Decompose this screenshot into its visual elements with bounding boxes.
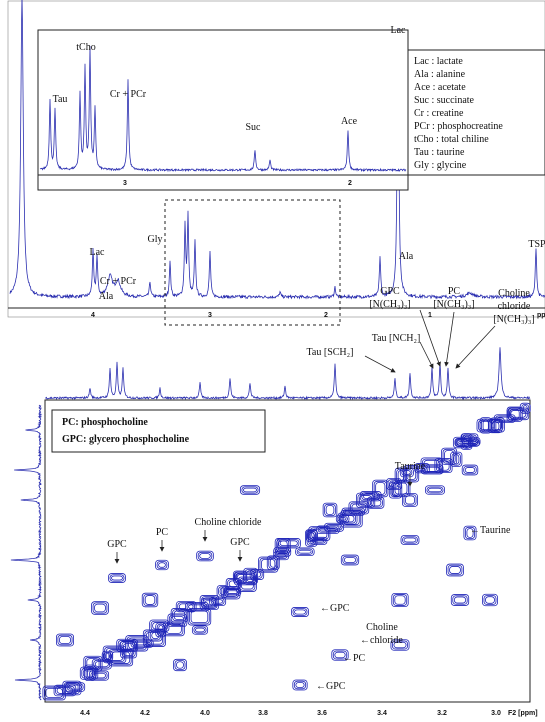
- peak-label: Tau [NCH₂]: [372, 333, 421, 344]
- tick-label: 3.8: [258, 710, 268, 717]
- arrow: [420, 342, 433, 368]
- peak-label: Cr + PCr: [110, 89, 147, 100]
- tick-label: 3: [123, 180, 127, 187]
- tick-label: 3.6: [317, 710, 327, 717]
- peak-label: GPC: [380, 286, 400, 297]
- arrow: [446, 312, 454, 366]
- tick-label: 4.0: [200, 710, 210, 717]
- legend-entry: PC: phosphocholine: [62, 417, 148, 428]
- peak-label: Taurine: [395, 461, 426, 472]
- arrow: [365, 356, 395, 372]
- tick-label: 3.0: [491, 710, 501, 717]
- peak-label: ←chloride: [360, 635, 403, 646]
- peak-label: ←GPC: [320, 603, 350, 614]
- peak-label: Cr + PCr: [100, 276, 137, 287]
- legend-entry: Lac : lactate: [414, 56, 463, 67]
- peak-label: Tau [SCH₂]: [307, 347, 354, 358]
- tick-label: ppm: [537, 312, 545, 319]
- peak-label: [N(CH₃)₃]: [493, 314, 534, 325]
- peak-label: ←GPC: [316, 681, 346, 692]
- tick-label: 2: [348, 180, 352, 187]
- peak-label: [N(CH₃)₃]: [369, 299, 410, 310]
- tick-label: 3.2: [437, 710, 447, 717]
- legend-entry: Cr : creatine: [414, 108, 464, 119]
- tick-label: 4: [91, 312, 95, 319]
- peak-label: Lac: [391, 25, 407, 36]
- legend-entry: Ala : alanine: [414, 69, 466, 80]
- legend-entry: Gly : glycine: [414, 160, 467, 171]
- legend-entry: Tau : taurine: [414, 147, 465, 158]
- tick-label: 4.2: [140, 710, 150, 717]
- peak-label: PC: [156, 527, 169, 538]
- figure: Lac : lactate Ala : alanine Ace : acetate S…: [0, 0, 545, 722]
- tick-label: 1: [428, 312, 432, 319]
- tick-label: 3: [208, 312, 212, 319]
- peak-label: [N(CH₃)₃]: [433, 299, 474, 310]
- peak-label: GPC: [230, 537, 250, 548]
- peak-label: PC: [448, 286, 461, 297]
- legend-entry: GPC: glycero phosphocholine: [62, 434, 190, 445]
- f2-projection: [45, 347, 530, 399]
- peak-label: chloride: [498, 301, 531, 312]
- peak-label: Suc: [246, 122, 262, 133]
- peak-label: Ala: [99, 291, 114, 302]
- tick-label: 3.4: [377, 710, 387, 717]
- peak-label: ←PC: [343, 653, 366, 664]
- peak-label: Ace: [341, 116, 358, 127]
- tick-label: 4.4: [80, 710, 90, 717]
- peak-label: Gly: [148, 234, 163, 245]
- peak-label: ←Taurine: [470, 525, 511, 536]
- peak-label: Tau: [53, 94, 68, 105]
- arrow: [456, 326, 495, 368]
- f1-projection: [11, 405, 41, 700]
- legend-entry: tCho : total chiline: [414, 134, 489, 145]
- peak-label: Ala: [399, 251, 414, 262]
- tick-label: F2 [ppm]: [508, 710, 538, 717]
- legend-entry: Ace : acetate: [414, 82, 466, 93]
- legend-entry: Suc : succinate: [414, 95, 475, 106]
- peak-label: tCho: [76, 42, 95, 53]
- peak-label: Choline: [366, 622, 398, 633]
- peak-label: Choline chloride: [195, 517, 262, 528]
- inset-frame: [38, 30, 408, 190]
- peak-label: TSP: [528, 239, 545, 250]
- peak-label: Lac: [90, 247, 106, 258]
- peak-label: GPC: [107, 539, 127, 550]
- tick-label: 2: [324, 312, 328, 319]
- peak-label: Choline: [498, 288, 530, 299]
- legend-entry: PCr : phosphocreatine: [414, 121, 503, 132]
